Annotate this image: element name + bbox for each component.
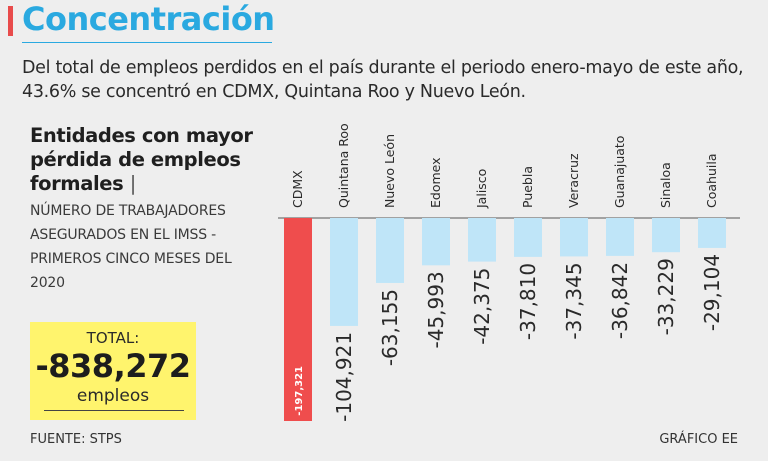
- title-accent-bar: [8, 6, 13, 36]
- heading-mark: |: [129, 172, 137, 195]
- bar-8: [652, 218, 680, 253]
- category-label: Quintana Roo: [336, 123, 351, 208]
- total-value: -838,272: [35, 347, 191, 385]
- value-label: -36,842: [608, 262, 632, 339]
- bar-3: [422, 218, 450, 266]
- value-label: -104,921: [332, 332, 356, 422]
- value-label: -37,345: [562, 262, 586, 339]
- total-box: TOTAL: -838,272 empleos: [30, 322, 196, 420]
- category-label: Nuevo León: [382, 134, 397, 208]
- category-label: Sinaloa: [658, 162, 673, 208]
- category-label: CDMX: [290, 170, 305, 208]
- category-label: Edomex: [428, 157, 443, 208]
- category-label: Puebla: [520, 166, 535, 208]
- page-title: Concentración: [22, 0, 275, 38]
- graphic-credit: GRÁFICO EE: [659, 432, 738, 447]
- chart-description: NÚMERO DE TRABAJADORES ASEGURADOS EN EL …: [30, 203, 232, 291]
- subtitle: Del total de empleos perdidos en el país…: [22, 58, 744, 102]
- title-underline: [22, 42, 272, 43]
- bar-7: [606, 218, 634, 256]
- category-label: Guanajuato: [612, 136, 627, 208]
- bar-1: [330, 218, 358, 326]
- value-label: -33,229: [654, 258, 678, 335]
- total-underline: [44, 410, 184, 411]
- source-note: FUENTE: STPS: [30, 432, 122, 447]
- value-label: -37,810: [516, 263, 540, 340]
- bar-2: [376, 218, 404, 283]
- bar-6: [560, 218, 588, 257]
- value-label: -29,104: [700, 254, 724, 331]
- value-label: -63,155: [378, 289, 402, 366]
- category-label: Veracruz: [566, 153, 581, 208]
- bar-9: [698, 218, 726, 248]
- total-unit: empleos: [76, 386, 150, 406]
- bar-0: [284, 218, 312, 421]
- value-label: -197,321: [294, 366, 305, 416]
- chart-heading: Entidades con mayor pérdida de empleos f…: [30, 124, 255, 196]
- bar-5: [514, 218, 542, 257]
- category-label: Coahuila: [704, 154, 719, 209]
- bar-4: [468, 218, 496, 262]
- total-label: TOTAL:: [86, 329, 140, 347]
- chart-heading-text: Entidades con mayor pérdida de empleos f…: [30, 124, 253, 195]
- value-label: -42,375: [470, 268, 494, 345]
- category-label: Jalisco: [474, 169, 489, 209]
- value-label: -45,993: [424, 271, 448, 348]
